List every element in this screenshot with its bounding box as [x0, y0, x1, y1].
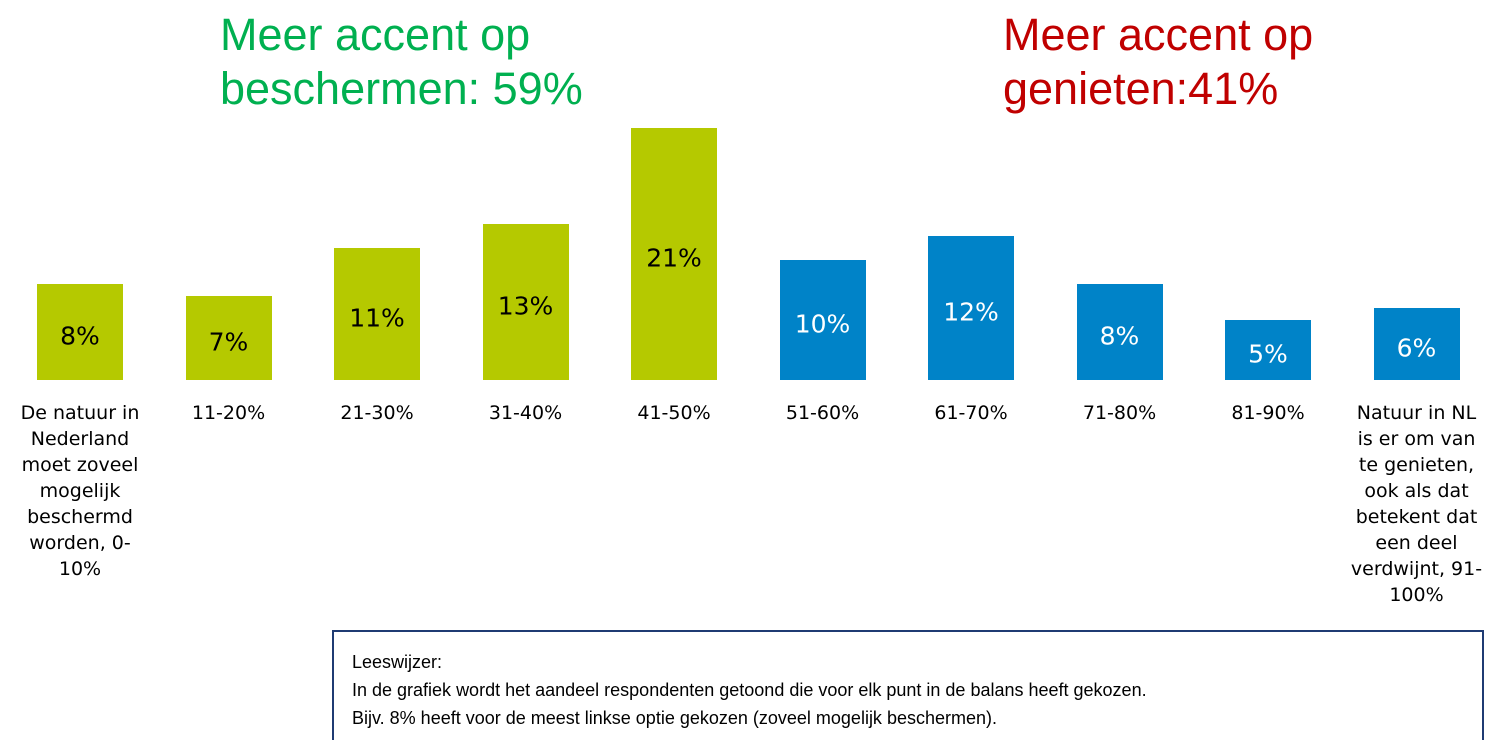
- heading-line: Meer accent op: [1003, 9, 1314, 60]
- note-heading: Leeswijzer:: [352, 652, 443, 672]
- heading-line: beschermen: 59%: [220, 63, 583, 114]
- data-label: 10%: [794, 309, 851, 339]
- bar: [334, 248, 420, 380]
- x-tick-label: 61-70%: [934, 402, 1008, 424]
- data-label: 7%: [208, 327, 249, 357]
- bar: [482, 224, 569, 380]
- heading: Meer accent op genieten:41%: [1003, 8, 1313, 116]
- heading: Meer accent op beschermen: 59%: [220, 8, 583, 116]
- bar: [1225, 320, 1311, 380]
- bar: [631, 128, 717, 380]
- bar: [185, 296, 272, 380]
- x-tick-label: 31-40%: [488, 402, 563, 424]
- heading-line: genieten:41%: [1003, 63, 1279, 114]
- x-tick-label: 81-90%: [1231, 402, 1305, 424]
- note-line: In de grafiek wordt het aandeel responde…: [352, 680, 1147, 700]
- data-label: 8%: [1099, 321, 1140, 351]
- bar: [37, 284, 123, 380]
- x-tick-label: 21-30%: [340, 402, 414, 424]
- bar: [1373, 308, 1460, 380]
- data-label: 11%: [349, 303, 405, 333]
- data-label: 21%: [646, 243, 702, 273]
- data-label: 5%: [1248, 339, 1288, 369]
- data-label: 6%: [1396, 333, 1437, 363]
- x-tick-label: De natuur in Nederland moet zoveel mogel…: [20, 402, 140, 580]
- x-tick-label: 71-80%: [1082, 402, 1157, 424]
- bar: [928, 236, 1014, 380]
- bar: [1076, 284, 1163, 380]
- heading-line: Meer accent op: [220, 9, 531, 60]
- x-tick-label: 41-50%: [637, 402, 711, 424]
- bar: [779, 260, 866, 380]
- data-label: 13%: [497, 291, 554, 321]
- data-label: 8%: [60, 321, 100, 351]
- data-label: 12%: [943, 297, 999, 327]
- x-tick-label: Natuur in NL is er om van te genieten, o…: [1350, 402, 1483, 606]
- note-line: Bijv. 8% heeft voor de meest linkse opti…: [352, 708, 997, 728]
- x-tick-label: 11-20%: [191, 402, 266, 424]
- reading-guide: Leeswijzer: In de grafiek wordt het aand…: [332, 630, 1484, 740]
- x-tick-label: 51-60%: [785, 402, 860, 424]
